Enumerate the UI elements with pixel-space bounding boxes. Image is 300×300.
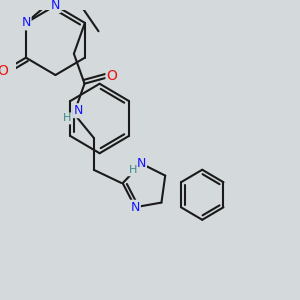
Text: N: N — [21, 16, 31, 29]
Text: H: H — [63, 113, 71, 124]
Text: N: N — [51, 0, 60, 12]
Text: O: O — [0, 64, 8, 78]
Text: N: N — [130, 201, 140, 214]
Text: N: N — [74, 104, 83, 117]
Text: H: H — [129, 165, 137, 176]
Text: N: N — [136, 157, 146, 170]
Text: O: O — [106, 69, 117, 83]
